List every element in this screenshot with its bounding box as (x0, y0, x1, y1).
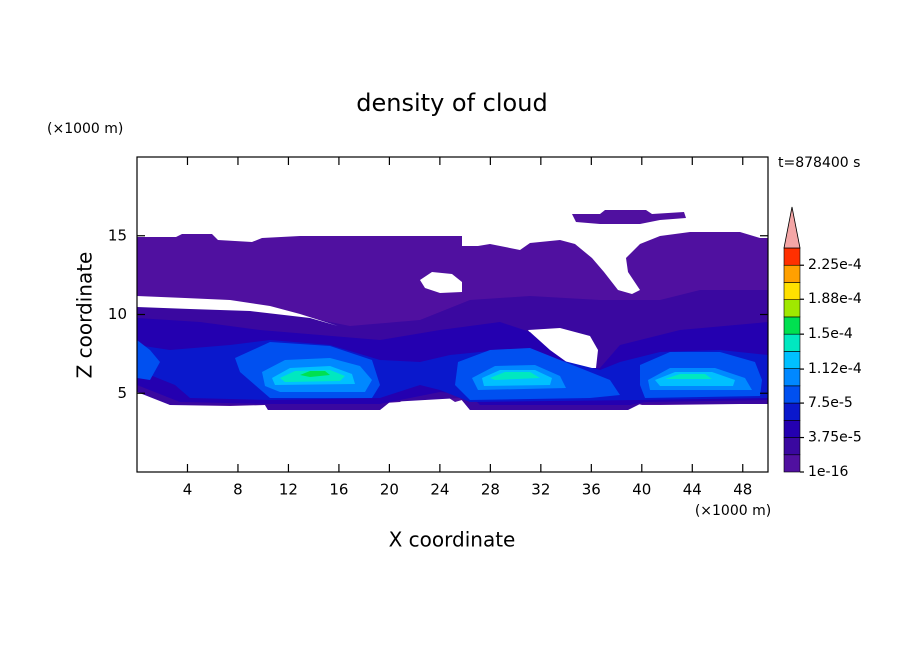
y-tick-label: 15 (108, 226, 127, 244)
colorbar-tick-label: 1.12e-4 (808, 361, 862, 377)
colorbar-tick-label: 3.75e-5 (808, 430, 862, 446)
colorbar-box (783, 368, 801, 387)
colorbar-box (783, 282, 801, 300)
colorbar: 1e-16 3.75e-5 7.5e-5 1.12e-4 1.5e-4 1.88e-4 2.… (783, 206, 862, 480)
colorbar-box (783, 420, 801, 438)
colorbar-tick-label: 1e-16 (808, 464, 848, 480)
contour-field (137, 210, 768, 410)
colorbar-box (783, 437, 801, 456)
colorbar-tick-label: 7.5e-5 (808, 395, 853, 411)
x-tick-label: 20 (380, 481, 399, 499)
contour-region (572, 210, 686, 224)
colorbar-box (783, 385, 801, 404)
x-tick-label: 12 (279, 481, 298, 499)
chart-title: density of cloud (356, 89, 547, 117)
y-axis-label: Z coordinate (73, 252, 97, 379)
x-tick-label: 32 (531, 481, 550, 499)
x-tick-label: 28 (481, 481, 500, 499)
x-tick-label: 44 (683, 481, 702, 499)
colorbar-box (783, 402, 801, 421)
x-tick-label: 4 (183, 481, 193, 499)
time-annotation: t=878400 s (778, 155, 860, 171)
y-tick-label: 5 (117, 384, 127, 402)
colorbar-box (783, 333, 801, 352)
colorbar-extension (783, 206, 801, 249)
y-tick-label: 10 (108, 305, 127, 323)
colorbar-box (783, 247, 801, 266)
colorbar-box (783, 316, 801, 335)
x-tick-label: 24 (430, 481, 449, 499)
colorbar-tick-label: 1.5e-4 (808, 326, 853, 342)
x-unit: (×1000 m) (695, 503, 771, 519)
colorbar-box (783, 351, 801, 369)
x-tick-label: 8 (233, 481, 243, 499)
empty-region (528, 328, 598, 370)
x-tick-label: 40 (632, 481, 651, 499)
x-tick-label: 16 (329, 481, 348, 499)
empty-region (137, 296, 338, 326)
contour-region (280, 370, 712, 382)
colorbar-box (783, 264, 801, 283)
x-axis-label: X coordinate (389, 528, 516, 552)
x-tick-label: 48 (733, 481, 752, 499)
contour-region (300, 371, 330, 377)
colorbar-tick-label: 1.88e-4 (808, 291, 862, 307)
y-unit: (×1000 m) (47, 121, 123, 137)
x-tick-label: 36 (582, 481, 601, 499)
empty-region (420, 272, 462, 293)
colorbar-tick-label: 2.25e-4 (808, 257, 862, 273)
colorbar-box (783, 299, 801, 318)
colorbar-box (783, 454, 801, 473)
